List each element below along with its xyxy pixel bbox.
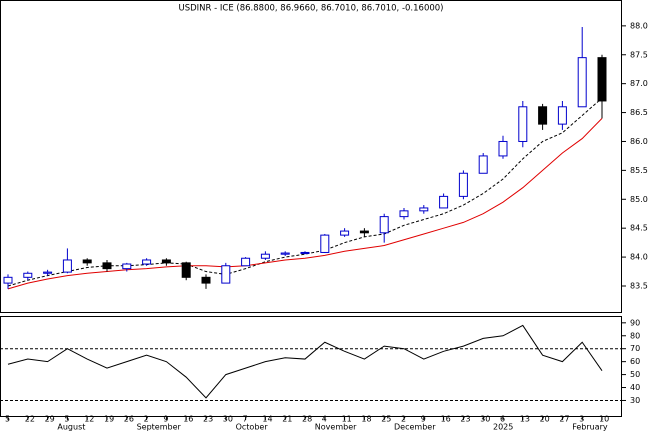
month-label: February bbox=[572, 423, 608, 432]
candle-body bbox=[439, 195, 449, 209]
x-tick-label: 23 bbox=[203, 415, 213, 424]
candle-body bbox=[379, 216, 389, 234]
y-tick-label: 85.0 bbox=[630, 195, 648, 204]
x-tick-label: 6 bbox=[500, 415, 505, 424]
x-tick-label: 22 bbox=[25, 415, 35, 424]
x-tick-label: 3 bbox=[579, 415, 584, 424]
candle-body bbox=[538, 106, 548, 125]
candle-body bbox=[577, 57, 587, 108]
y-tick-label: 84.5 bbox=[630, 224, 648, 233]
candle-body bbox=[161, 259, 171, 264]
candle-body bbox=[300, 251, 310, 254]
candle-body bbox=[221, 265, 231, 284]
candle-body bbox=[557, 106, 567, 125]
candle-body bbox=[280, 252, 290, 255]
y-tick-label: 70 bbox=[630, 344, 640, 353]
month-label: September bbox=[137, 423, 182, 432]
candle-body bbox=[597, 57, 607, 102]
x-tick-label: 5 bbox=[64, 415, 69, 424]
candle-body bbox=[458, 172, 468, 197]
candle-body bbox=[518, 106, 528, 142]
x-tick-label: 30 bbox=[480, 415, 490, 424]
x-tick-label: 9 bbox=[421, 415, 426, 424]
candle-body bbox=[3, 276, 13, 284]
chart-title: USDINR - ICE (86.8800, 86.9660, 86.7010,… bbox=[179, 4, 444, 14]
candle-body bbox=[320, 234, 330, 253]
candle-body bbox=[478, 155, 488, 174]
x-tick-label: 2 bbox=[144, 415, 149, 424]
x-tick-label: 11 bbox=[342, 415, 352, 424]
rsi-panel-frame bbox=[0, 316, 622, 417]
x-tick-label: 21 bbox=[282, 415, 292, 424]
x-tick-label: 14 bbox=[262, 415, 272, 424]
y-tick-label: 86.0 bbox=[630, 137, 648, 146]
y-tick-label: 83.5 bbox=[630, 281, 648, 290]
x-tick-label: 30 bbox=[223, 415, 233, 424]
y-tick-label: 40 bbox=[630, 383, 640, 392]
y-tick-label: 50 bbox=[630, 370, 640, 379]
x-tick-label: 12 bbox=[84, 415, 94, 424]
x-tick-label: 9 bbox=[163, 415, 168, 424]
price-panel-frame bbox=[0, 0, 622, 313]
y-tick-label: 30 bbox=[630, 396, 640, 405]
candle-body bbox=[23, 272, 33, 278]
candle-body bbox=[62, 259, 72, 273]
x-tick-label: 5 bbox=[5, 415, 10, 424]
month-label: October bbox=[236, 423, 269, 432]
candle-body bbox=[122, 263, 132, 270]
x-tick-label: 19 bbox=[104, 415, 114, 424]
candle-body bbox=[43, 271, 53, 274]
x-tick-label: 23 bbox=[460, 415, 470, 424]
month-label: November bbox=[315, 423, 357, 432]
candle-body bbox=[260, 253, 270, 259]
candle-body bbox=[359, 230, 369, 234]
y-tick-label: 80 bbox=[630, 331, 640, 340]
x-tick-label: 28 bbox=[302, 415, 312, 424]
y-tick-label: 60 bbox=[630, 357, 640, 366]
candle-body bbox=[82, 259, 92, 264]
candle-body bbox=[201, 276, 211, 284]
x-tick-label: 27 bbox=[559, 415, 569, 424]
month-label: August bbox=[57, 423, 85, 432]
x-tick-label: 16 bbox=[441, 415, 451, 424]
x-tick-label: 16 bbox=[183, 415, 193, 424]
x-tick-label: 13 bbox=[520, 415, 530, 424]
candle-body bbox=[498, 140, 508, 157]
x-tick-label: 4 bbox=[322, 415, 327, 424]
x-tick-label: 18 bbox=[361, 415, 371, 424]
x-tick-label: 25 bbox=[381, 415, 391, 424]
candle-body bbox=[419, 207, 429, 212]
moving-average bbox=[7, 117, 603, 290]
candle-body bbox=[241, 257, 251, 267]
month-label: 2025 bbox=[493, 423, 513, 432]
y-tick-label: 85.5 bbox=[630, 166, 648, 175]
y-tick-label: 84.0 bbox=[630, 253, 648, 262]
y-tick-label: 88.0 bbox=[630, 21, 648, 30]
y-tick-label: 90 bbox=[630, 318, 640, 327]
candle-body bbox=[142, 259, 152, 265]
x-tick-label: 29 bbox=[45, 415, 55, 424]
x-tick-label: 20 bbox=[540, 415, 550, 424]
y-tick-label: 87.0 bbox=[630, 79, 648, 88]
candle-body bbox=[399, 210, 409, 218]
x-tick-label: 2 bbox=[401, 415, 406, 424]
rsi-line bbox=[7, 324, 603, 399]
x-tick-label: 7 bbox=[243, 415, 248, 424]
candle-body bbox=[340, 230, 350, 236]
y-tick-label: 86.5 bbox=[630, 108, 648, 117]
x-tick-label: 10 bbox=[599, 415, 609, 424]
y-tick-label: 87.5 bbox=[630, 50, 648, 59]
month-label: December bbox=[394, 423, 436, 432]
candle-body bbox=[102, 262, 112, 270]
x-tick-label: 26 bbox=[124, 415, 134, 424]
candle-body bbox=[181, 262, 191, 278]
